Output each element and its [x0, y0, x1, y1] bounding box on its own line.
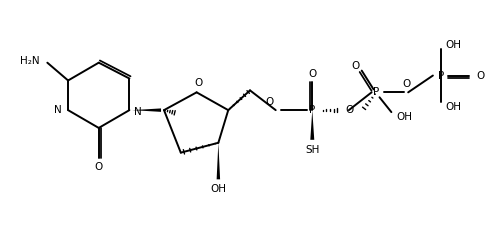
Text: P: P — [438, 71, 444, 81]
Text: H₂N: H₂N — [20, 56, 40, 66]
Text: P: P — [309, 105, 316, 115]
Text: O: O — [308, 69, 316, 79]
Text: O: O — [266, 97, 274, 107]
Text: P: P — [374, 87, 380, 97]
Text: OH: OH — [396, 112, 412, 122]
Text: O: O — [402, 80, 410, 90]
Polygon shape — [132, 108, 161, 112]
Text: O: O — [352, 61, 360, 71]
Text: N: N — [134, 107, 142, 117]
Polygon shape — [216, 143, 220, 179]
Text: O: O — [94, 163, 103, 173]
Polygon shape — [310, 110, 314, 140]
Text: OH: OH — [446, 102, 462, 112]
Text: SH: SH — [305, 145, 320, 155]
Text: O: O — [345, 105, 353, 115]
Text: O: O — [194, 78, 202, 88]
Text: OH: OH — [210, 184, 226, 194]
Text: OH: OH — [446, 40, 462, 50]
Text: N: N — [54, 105, 62, 115]
Text: O: O — [476, 71, 484, 81]
